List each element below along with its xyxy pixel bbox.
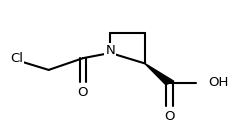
Text: O: O	[165, 110, 175, 123]
Text: O: O	[78, 86, 88, 99]
Text: OH: OH	[209, 76, 229, 89]
Text: Cl: Cl	[10, 52, 23, 65]
Text: N: N	[106, 44, 115, 57]
Polygon shape	[145, 63, 174, 85]
